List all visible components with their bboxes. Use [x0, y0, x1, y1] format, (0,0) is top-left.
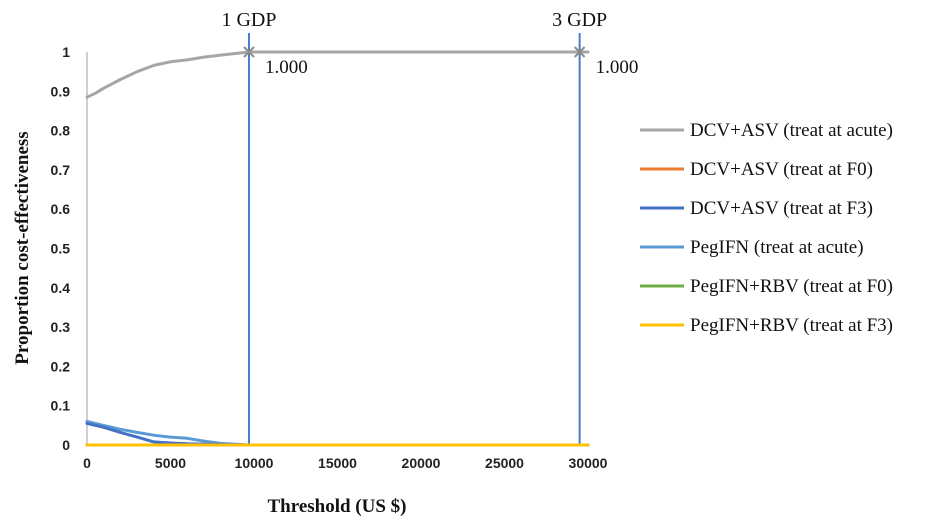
x-tick-label: 10000 [235, 455, 274, 471]
y-tick-label: 0.8 [51, 123, 71, 139]
x-tick-label: 5000 [155, 455, 186, 471]
y-axis-title: Proportion cost-effectiveness [12, 131, 33, 364]
y-tick-label: 0.1 [51, 398, 71, 414]
data-label: 1.000 [265, 57, 308, 78]
x-tick-label: 30000 [569, 455, 608, 471]
x-tick-label: 0 [83, 455, 91, 471]
legend-entry: DCV+ASV (treat at F0) [690, 159, 873, 180]
series-line [85, 421, 590, 447]
x-tick-label: 20000 [402, 455, 441, 471]
reference-marker [243, 46, 255, 58]
value-labels: 1.000 1.000 [265, 57, 638, 78]
reference-lines: 1 GDP 3 GDP [221, 9, 607, 445]
legend-entry: PegIFN+RBV (treat at F3) [690, 315, 893, 336]
axes [86, 52, 588, 446]
y-tick-label: 1 [62, 44, 70, 60]
legend: DCV+ASV (treat at acute) DCV+ASV (treat a… [640, 120, 893, 336]
reference-marker [573, 46, 586, 58]
series-line [85, 50, 590, 99]
y-tick-label: 0.7 [51, 162, 71, 178]
y-tick-label: 0.4 [51, 280, 71, 296]
data-label: 1.000 [596, 57, 639, 78]
x-tick-label: 15000 [318, 455, 357, 471]
y-tick-label: 0.6 [51, 201, 71, 217]
y-tick-label: 0 [62, 437, 70, 453]
x-axis-title: Threshold (US $) [267, 496, 406, 517]
y-tick-labels: 0 0.1 0.2 0.3 0.4 0.5 0.6 0.7 0.8 0.9 1 [51, 44, 71, 453]
y-tick-label: 0.9 [51, 83, 71, 99]
reference-line-label: 3 GDP [552, 9, 607, 31]
legend-entry: PegIFN (treat at acute) [690, 237, 864, 258]
reference-markers [243, 46, 586, 58]
series-lines [85, 50, 590, 447]
x-tick-labels: 0 5000 10000 15000 20000 25000 30000 [83, 455, 608, 471]
y-tick-label: 0.2 [51, 358, 71, 374]
legend-entry: DCV+ASV (treat at F3) [690, 198, 873, 219]
y-tick-label: 0.5 [51, 241, 71, 257]
legend-entry: PegIFN+RBV (treat at F0) [690, 276, 893, 297]
y-tick-label: 0.3 [51, 319, 71, 335]
legend-entry: DCV+ASV (treat at acute) [690, 120, 893, 141]
x-tick-label: 25000 [485, 455, 524, 471]
reference-line-label: 1 GDP [221, 9, 276, 31]
